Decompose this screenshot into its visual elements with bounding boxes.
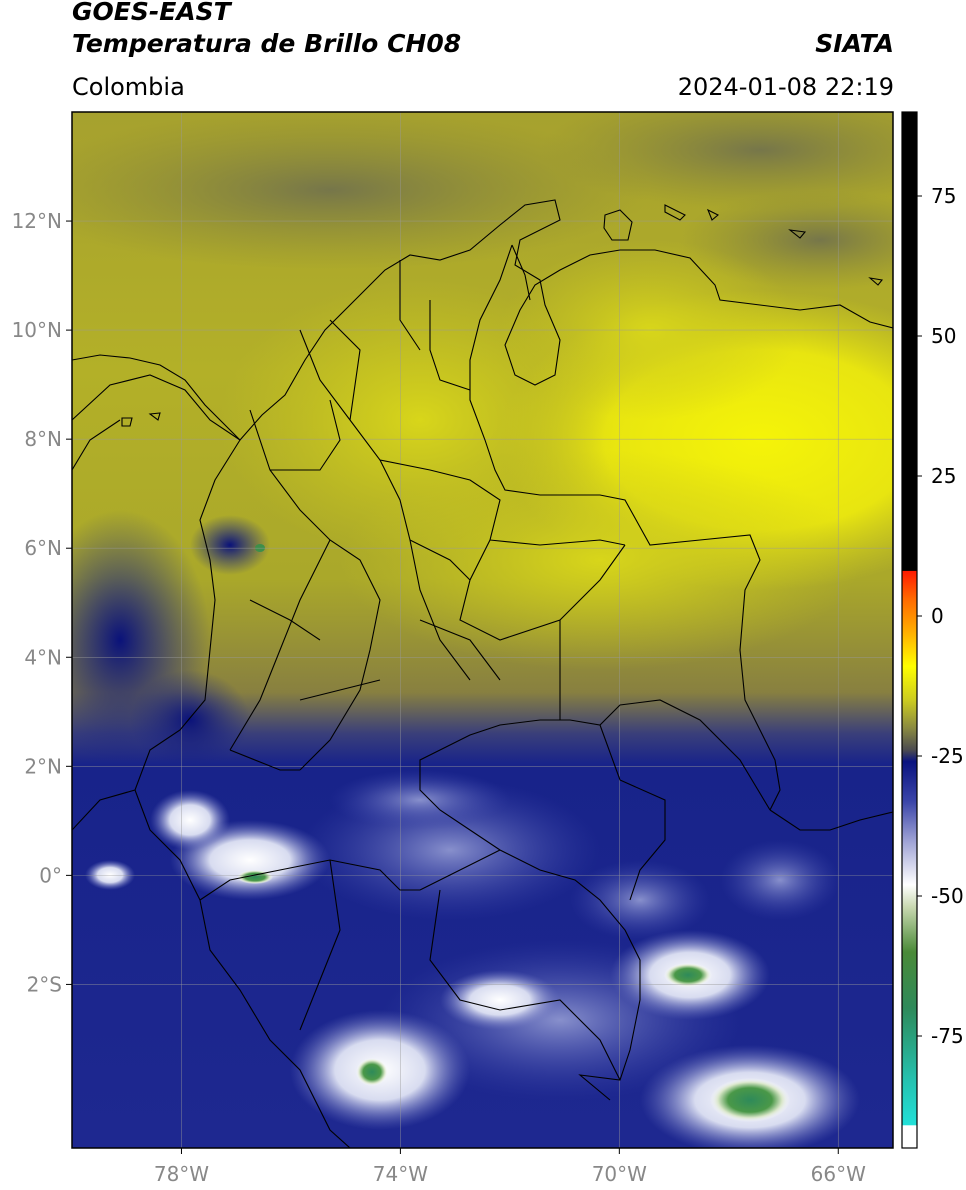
lat-tick-label: 10°N <box>12 318 62 342</box>
lat-tick-label: 0° <box>39 863 62 887</box>
lat-tick-label: 2°N <box>24 754 62 778</box>
lat-tick-label: 4°N <box>24 645 62 669</box>
colorbar-tick-label: 50 <box>931 324 956 348</box>
lon-tick-label: 70°W <box>592 1162 647 1186</box>
product-title: Temperatura de Brillo CH08 <box>72 29 462 58</box>
colorbar-tick-label: -75 <box>931 1024 964 1048</box>
lat-tick-label: 6°N <box>24 536 62 560</box>
borders-and-coastlines <box>72 199 893 1148</box>
region-label: Colombia <box>72 73 185 101</box>
datetime-label: 2024-01-08 22:19 <box>677 73 894 101</box>
latitude-labels: 12°N 10°N 8°N 6°N 4°N 2°N 0° 2°S <box>12 209 72 996</box>
colorbar-tick-label: 0 <box>931 604 944 628</box>
colorbar-ticks: 75 50 25 0 -25 -50 -75 <box>917 184 964 1048</box>
lon-tick-label: 66°W <box>811 1162 866 1186</box>
colorbar-tick-label: 75 <box>931 184 956 208</box>
colorbar-frame <box>901 111 918 1149</box>
colorbar-tick-label: -50 <box>931 884 964 908</box>
lon-tick-label: 78°W <box>154 1162 209 1186</box>
lat-tick-label: 2°S <box>27 972 62 996</box>
colorbar-scale <box>902 112 917 1148</box>
lon-tick-label: 74°W <box>373 1162 428 1186</box>
colorbar: 75 50 25 0 -25 -50 -75 <box>901 111 964 1149</box>
lat-tick-label: 12°N <box>12 209 62 233</box>
brightness-temperature-field <box>72 112 893 1148</box>
map-frame <box>71 111 894 1149</box>
lat-tick-label: 8°N <box>24 427 62 451</box>
colorbar-tick-label: 25 <box>931 464 956 488</box>
satellite-title: GOES-EAST <box>72 0 231 26</box>
longitude-labels: 78°W 74°W 70°W 66°W <box>154 1148 866 1186</box>
agency-label: SIATA <box>815 29 894 58</box>
colorbar-tick-label: -25 <box>931 744 964 768</box>
